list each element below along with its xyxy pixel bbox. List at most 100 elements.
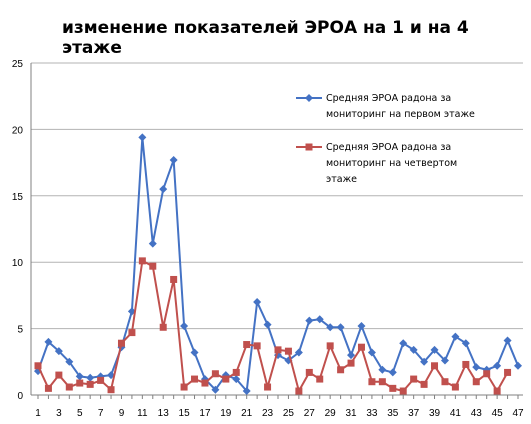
data-point-series-2 bbox=[389, 384, 397, 392]
x-tick-label: 23 bbox=[262, 408, 274, 419]
x-tick-label: 37 bbox=[408, 408, 420, 419]
data-point-series-1 bbox=[388, 368, 397, 377]
data-point-series-2 bbox=[284, 347, 292, 355]
x-tick-label: 19 bbox=[220, 408, 232, 419]
data-point-series-2 bbox=[410, 375, 418, 383]
data-point-series-1 bbox=[86, 373, 95, 382]
data-point-series-1 bbox=[503, 336, 512, 345]
data-point-series-2 bbox=[149, 262, 157, 270]
data-point-series-1 bbox=[253, 298, 262, 307]
data-point-series-2 bbox=[243, 341, 251, 349]
x-tick-label: 41 bbox=[450, 408, 462, 419]
legend-label: Средняя ЭРОА радона за bbox=[326, 142, 451, 153]
data-point-series-2 bbox=[211, 370, 219, 378]
x-tick-label: 11 bbox=[137, 408, 148, 419]
data-point-series-1 bbox=[430, 345, 439, 354]
data-point-series-2 bbox=[170, 275, 178, 283]
x-tick-label: 17 bbox=[199, 408, 211, 419]
data-point-series-1 bbox=[347, 351, 356, 360]
x-tick-label: 45 bbox=[492, 408, 504, 419]
data-point-series-1 bbox=[294, 348, 303, 357]
data-point-series-2 bbox=[274, 346, 282, 354]
data-point-series-1 bbox=[357, 321, 366, 330]
data-point-series-1 bbox=[54, 347, 63, 356]
x-tick-label: 27 bbox=[304, 408, 316, 419]
y-tick-label: 20 bbox=[12, 125, 24, 136]
y-tick-label: 10 bbox=[12, 258, 24, 269]
legend-label: мониторинг на первом этаже bbox=[326, 109, 475, 120]
data-point-series-1 bbox=[211, 385, 220, 394]
data-point-series-2 bbox=[201, 379, 209, 387]
data-point-series-2 bbox=[44, 384, 52, 392]
data-point-series-2 bbox=[253, 342, 261, 350]
data-point-series-1 bbox=[190, 348, 199, 357]
data-point-series-2 bbox=[378, 378, 386, 386]
data-point-series-2 bbox=[420, 380, 428, 388]
legend-label: Средняя ЭРОА радона за bbox=[326, 93, 451, 104]
data-point-series-2 bbox=[462, 360, 470, 368]
x-tick-label: 15 bbox=[179, 408, 191, 419]
data-point-series-2 bbox=[34, 362, 42, 370]
data-point-series-2 bbox=[232, 368, 240, 376]
x-tick-label: 29 bbox=[325, 408, 337, 419]
data-point-series-2 bbox=[441, 378, 449, 386]
x-tick-label: 9 bbox=[119, 408, 125, 419]
x-tick-label: 5 bbox=[77, 408, 83, 419]
data-point-series-2 bbox=[159, 323, 167, 331]
data-point-series-1 bbox=[472, 363, 481, 372]
x-tick-label: 33 bbox=[366, 408, 378, 419]
y-tick-label: 5 bbox=[17, 325, 23, 336]
data-point-series-2 bbox=[316, 375, 324, 383]
data-point-series-2 bbox=[368, 378, 376, 386]
data-point-series-2 bbox=[107, 386, 115, 394]
x-tick-label: 43 bbox=[471, 408, 483, 419]
x-tick-label: 21 bbox=[241, 408, 253, 419]
data-point-series-2 bbox=[138, 257, 146, 265]
data-point-series-2 bbox=[180, 383, 188, 391]
x-tick-label: 31 bbox=[345, 408, 357, 419]
data-point-series-1 bbox=[263, 320, 272, 329]
data-point-series-2 bbox=[117, 339, 125, 347]
data-point-series-2 bbox=[483, 370, 491, 378]
x-tick-label: 13 bbox=[158, 408, 170, 419]
data-point-series-2 bbox=[305, 368, 313, 376]
x-tick-label: 1 bbox=[35, 408, 41, 419]
data-point-series-2 bbox=[65, 383, 73, 391]
data-point-series-1 bbox=[367, 348, 376, 357]
data-point-series-1 bbox=[336, 323, 345, 332]
data-point-series-2 bbox=[493, 387, 501, 395]
data-point-series-1 bbox=[148, 239, 157, 248]
data-point-series-2 bbox=[472, 378, 480, 386]
data-point-series-1 bbox=[305, 316, 314, 325]
x-tick-label: 7 bbox=[98, 408, 104, 419]
data-point-series-1 bbox=[180, 321, 189, 330]
data-point-series-1 bbox=[242, 387, 251, 396]
data-point-series-1 bbox=[232, 375, 241, 384]
data-point-series-1 bbox=[75, 372, 84, 381]
data-point-series-2 bbox=[431, 362, 439, 370]
data-point-series-2 bbox=[97, 376, 105, 384]
data-point-series-2 bbox=[86, 380, 94, 388]
data-point-series-2 bbox=[357, 343, 365, 351]
y-tick-label: 15 bbox=[12, 192, 24, 203]
data-point-series-1 bbox=[440, 356, 449, 365]
data-point-series-2 bbox=[326, 342, 334, 350]
x-tick-label: 35 bbox=[387, 408, 399, 419]
data-point-series-1 bbox=[461, 339, 470, 348]
data-point-series-2 bbox=[264, 383, 272, 391]
data-point-series-1 bbox=[378, 365, 387, 374]
series-line-2 bbox=[37, 259, 509, 393]
data-point-series-2 bbox=[451, 383, 459, 391]
data-point-series-1 bbox=[159, 185, 168, 194]
y-tick-label: 25 bbox=[12, 59, 24, 70]
x-tick-label: 39 bbox=[429, 408, 441, 419]
data-point-series-1 bbox=[65, 357, 74, 366]
data-point-series-2 bbox=[295, 387, 303, 395]
data-point-series-1 bbox=[138, 133, 147, 142]
data-point-series-2 bbox=[128, 329, 136, 337]
data-point-series-2 bbox=[76, 379, 84, 387]
data-point-series-1 bbox=[451, 332, 460, 341]
data-point-series-1 bbox=[420, 357, 429, 366]
data-point-series-1 bbox=[169, 155, 178, 164]
